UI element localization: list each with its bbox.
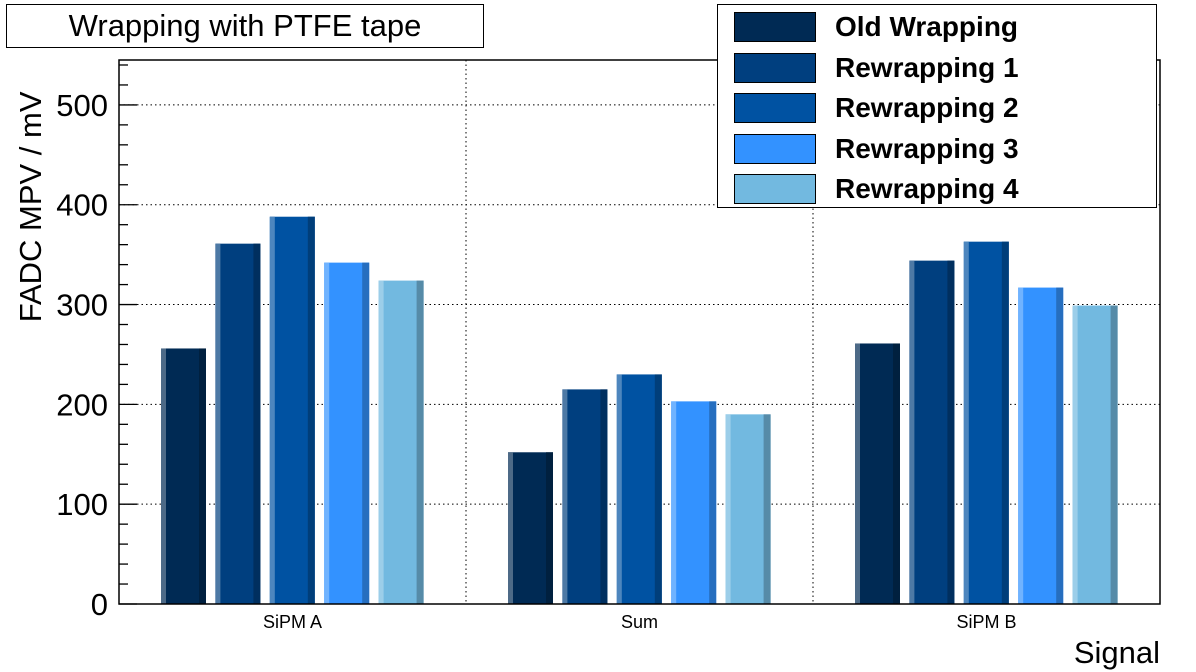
bar [1072,305,1118,604]
bar-shadow [763,414,771,604]
bar-shadow [1056,287,1064,604]
bar-body [909,260,955,604]
bars [161,216,1118,605]
bar-shadow [253,243,261,604]
legend-label: Rewrapping 4 [835,173,1019,204]
bar-highlight [1018,287,1024,604]
chart-title-box: Wrapping with PTFE tape [6,4,484,48]
bar [215,243,261,604]
bar [909,260,955,604]
bar-shadow [362,262,370,604]
bar-shadow [654,374,662,604]
bar [324,262,370,604]
bar-shadow [416,280,424,604]
bar [508,452,553,604]
bar-body [1072,305,1118,604]
bar-body [671,401,717,604]
bar-body [562,389,608,604]
legend-label: Rewrapping 3 [835,132,1019,164]
bar [963,241,1009,604]
bar-body [378,280,424,604]
bar-highlight [269,216,275,605]
bar-highlight [855,343,860,604]
legend-swatch [734,133,816,164]
bar-highlight [725,414,731,604]
bar-body [725,414,771,604]
bar-body [269,216,315,605]
y-tick-label: 0 [91,587,108,622]
bar [161,348,206,604]
x-axis-label: Signal [1074,635,1160,670]
bar-highlight [671,401,677,604]
bar-shadow [947,260,955,604]
legend-swatch [734,93,816,123]
bar [378,280,424,604]
bar-highlight [161,348,166,604]
x-tick-label: SiPM B [956,612,1016,632]
legend-swatch [734,174,816,204]
bar-body [215,243,261,604]
bar [671,401,717,604]
bar-highlight [324,262,330,604]
bar [562,389,608,604]
axes [118,59,1161,605]
bar-shadow [1001,241,1009,604]
y-tick-label: 300 [56,288,108,323]
legend-label: Old Wrapping [835,11,1019,42]
bar-highlight [508,452,513,604]
plot-frame [118,59,1161,605]
bar [855,343,900,604]
bar-shadow [893,343,900,604]
bar-highlight [963,241,969,604]
bar-shadow [600,389,608,604]
legend-label: Rewrapping 2 [835,92,1019,123]
y-axis-label: FADC MPV / mV [13,91,48,322]
legend-label: Rewrapping 1 [835,51,1019,83]
bar-shadow [199,348,206,604]
y-tick-label: 400 [56,188,108,223]
bar-body [616,374,662,604]
x-tick-label: Sum [621,612,658,632]
x-tick-label: SiPM A [263,612,322,632]
legend-swatch [734,52,816,83]
bar-body [963,241,1009,604]
y-tick-label: 500 [56,88,108,123]
bar-highlight [378,280,384,604]
chart-title: Wrapping with PTFE tape [68,8,422,43]
bar-highlight [562,389,568,604]
bar-shadow [709,401,717,604]
y-tick-label: 100 [56,487,108,522]
legend-swatch [734,12,816,42]
bar-body [324,262,370,604]
bar-body [508,452,553,604]
bar-highlight [215,243,221,604]
bar-highlight [909,260,915,604]
bar-body [161,348,206,604]
legend: Old Wrapping Rewrapping 1 Rewrapping 2 Rewr… [717,4,1157,208]
bar-highlight [616,374,622,604]
bar-shadow [1110,305,1118,604]
bar-shadow [546,452,553,604]
bar-shadow [307,216,315,605]
bar-highlight [1072,305,1078,604]
bar [269,216,315,605]
bar-body [855,343,900,604]
bar-body [1018,287,1064,604]
bar [616,374,662,604]
y-tick-label: 200 [56,387,108,422]
bar [725,414,771,604]
bar [1018,287,1064,604]
